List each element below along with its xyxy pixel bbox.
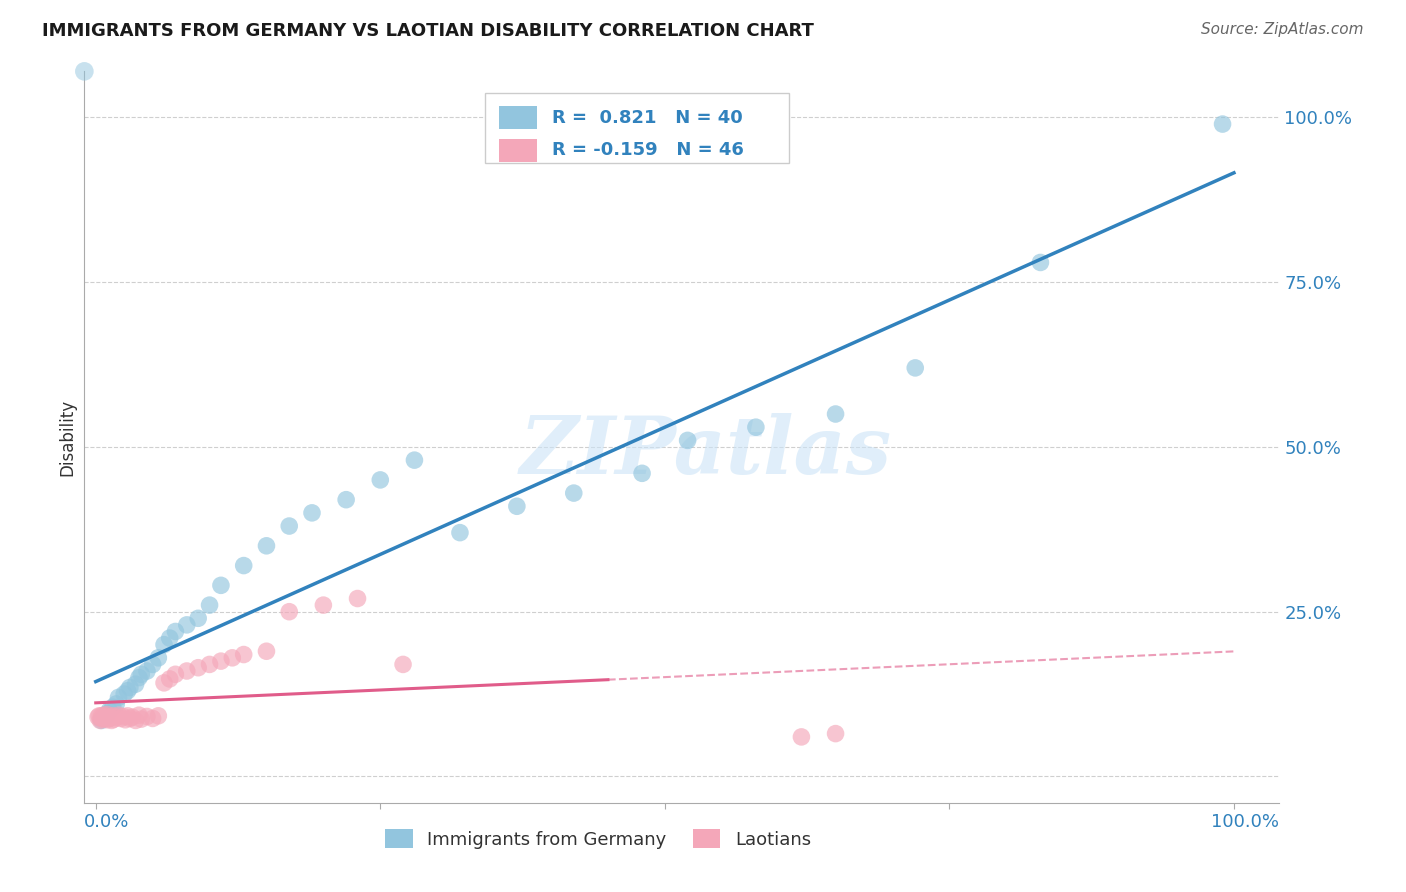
Point [117,708,139,723]
Text: IMMIGRANTS FROM GERMANY VS LAOTIAN DISABILITY CORRELATION CHART: IMMIGRANTS FROM GERMANY VS LAOTIAN DISAB… [42,22,814,40]
FancyBboxPatch shape [485,94,790,163]
Point [89,714,111,728]
Point [121,710,143,724]
Point [278,605,301,619]
Point [176,618,198,632]
Point [187,661,209,675]
Point [96,707,118,722]
Point [221,650,243,665]
Point [745,420,768,434]
Point [176,664,198,678]
Point [159,672,181,686]
Point [631,467,654,481]
Point [346,591,368,606]
Point [142,657,165,672]
Point [118,681,141,695]
Point [256,539,278,553]
Point [136,709,159,723]
Point [90,714,112,728]
Point [209,654,232,668]
Point [312,598,335,612]
Point [129,667,152,681]
Point [824,726,846,740]
Point [404,453,426,467]
Text: 0.0%: 0.0% [84,813,129,830]
Point [107,690,129,705]
Point [93,708,115,723]
Point [232,558,254,573]
Point [118,711,141,725]
Point [89,708,111,723]
Point [301,506,323,520]
Text: 100.0%: 100.0% [1212,813,1279,830]
Point [90,711,112,725]
Point [87,710,110,724]
Point [94,710,117,724]
Y-axis label: Disability: Disability [58,399,76,475]
Point [824,407,846,421]
Point [165,667,187,681]
Point [101,700,124,714]
Point [335,492,357,507]
Point [1029,255,1052,269]
Point [153,676,176,690]
Point [124,677,146,691]
Point [103,712,125,726]
Point [90,708,112,723]
Point [142,711,165,725]
Point [165,624,187,639]
Bar [499,106,537,129]
Point [96,706,118,721]
Bar [499,138,537,162]
Point [128,671,150,685]
Point [562,486,585,500]
Text: ZIPatlas: ZIPatlas [520,413,891,491]
Point [198,598,221,612]
Legend: Immigrants from Germany, Laotians: Immigrants from Germany, Laotians [378,822,818,856]
Point [256,644,278,658]
Point [128,708,150,723]
Point [105,710,128,724]
Point [232,648,254,662]
Point [136,664,159,678]
Point [148,650,170,665]
Text: R =  0.821   N = 40: R = 0.821 N = 40 [551,109,742,127]
Point [107,708,129,723]
Point [105,697,128,711]
Point [198,657,221,672]
Point [449,525,471,540]
Point [94,709,117,723]
Point [91,712,114,726]
Point [96,713,118,727]
Point [278,519,301,533]
Point [392,657,415,672]
Point [153,638,176,652]
Point [100,714,122,728]
Point [506,500,529,514]
Point [790,730,813,744]
Point [187,611,209,625]
Point [124,714,146,728]
Point [112,687,135,701]
Point [114,713,136,727]
Point [148,708,170,723]
Point [1212,117,1234,131]
Point [100,710,122,724]
Text: Source: ZipAtlas.com: Source: ZipAtlas.com [1201,22,1364,37]
Point [676,434,699,448]
Point [94,711,117,725]
Point [98,711,121,725]
Point [110,711,132,725]
Point [159,631,181,645]
Point [129,712,152,726]
Point [112,709,135,723]
Point [101,708,124,723]
Point [368,473,391,487]
Text: R = -0.159   N = 46: R = -0.159 N = 46 [551,141,744,160]
Point [904,360,927,375]
Point [209,578,232,592]
Point [98,704,121,718]
Point [84,111,107,125]
Point [117,683,139,698]
